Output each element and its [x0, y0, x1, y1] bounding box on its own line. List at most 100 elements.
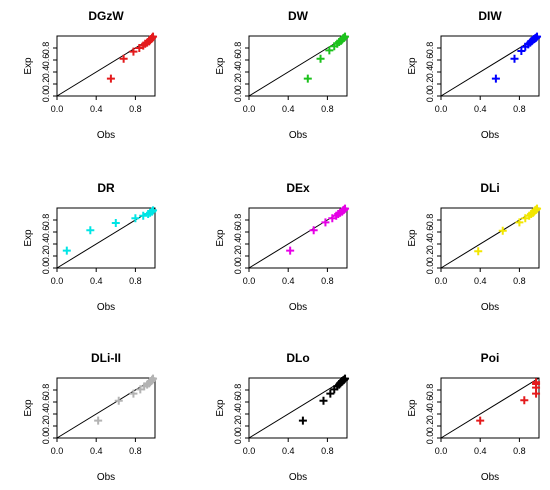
- reference-line: [56, 377, 156, 439]
- x-tick-label: 0.0: [435, 276, 448, 286]
- y-tick-label: 0.6: [233, 54, 243, 67]
- y-tick-label: 0.4: [233, 238, 243, 251]
- data-point: [491, 74, 500, 83]
- y-tick-label: 0.8: [41, 42, 51, 55]
- x-axis-label: Obs: [481, 472, 499, 483]
- x-tick-label: 0.4: [474, 276, 487, 286]
- data-point: [114, 396, 123, 405]
- x-tick-label: 0.0: [243, 276, 256, 286]
- data-point: [533, 32, 542, 41]
- y-tick-label: 0.2: [41, 78, 51, 91]
- y-axis-label: Exp: [407, 229, 418, 247]
- y-tick-label: 0.6: [41, 396, 51, 409]
- y-tick-label: 0.6: [233, 396, 243, 409]
- data-point: [86, 226, 95, 235]
- y-axis-label: Exp: [215, 229, 226, 247]
- y-tick-label: 0.8: [41, 214, 51, 227]
- y-tick-label: 0.6: [425, 226, 435, 239]
- plot-frame: [440, 35, 540, 97]
- data-point: [149, 32, 158, 41]
- y-tick-label: 0.2: [233, 420, 243, 433]
- x-tick-label: 0.4: [282, 446, 295, 456]
- y-tick-label: 0.0: [41, 432, 51, 445]
- panel-title: DLi: [480, 181, 499, 195]
- reference-line: [248, 35, 348, 97]
- x-tick-label: 0.0: [243, 104, 256, 114]
- y-axis-label: Exp: [407, 399, 418, 417]
- panel-title: DR: [97, 181, 115, 195]
- x-axis-label: Obs: [481, 130, 499, 141]
- x-tick-label: 0.4: [474, 104, 487, 114]
- data-point: [303, 74, 312, 83]
- data-point: [520, 396, 529, 405]
- x-tick-label: 0.8: [513, 276, 526, 286]
- data-point: [341, 32, 350, 41]
- data-point: [298, 416, 307, 425]
- x-tick-label: 0.4: [474, 446, 487, 456]
- x-tick-label: 0.0: [51, 276, 64, 286]
- data-point: [94, 416, 103, 425]
- panel-title: DGzW: [88, 9, 124, 23]
- x-axis-label: Obs: [289, 472, 307, 483]
- data-point: [341, 374, 350, 383]
- y-tick-label: 0.4: [425, 408, 435, 421]
- plot-frame: [56, 207, 156, 269]
- x-axis-label: Obs: [289, 130, 307, 141]
- panel-title: DIW: [478, 9, 502, 23]
- data-point: [319, 396, 328, 405]
- data-point: [149, 374, 158, 383]
- y-tick-label: 0.8: [425, 42, 435, 55]
- y-tick-label: 0.8: [233, 384, 243, 397]
- data-point: [111, 219, 120, 227]
- x-tick-label: 0.0: [51, 446, 64, 456]
- x-tick-label: 0.8: [129, 276, 142, 286]
- x-tick-label: 0.8: [129, 446, 142, 456]
- data-point: [476, 416, 485, 425]
- y-tick-label: 0.0: [425, 432, 435, 445]
- data-point: [341, 204, 350, 213]
- reference-line: [56, 207, 156, 269]
- data-point: [325, 46, 334, 55]
- data-point: [119, 54, 128, 63]
- y-tick-label: 0.0: [425, 90, 435, 103]
- y-tick-label: 0.0: [233, 90, 243, 103]
- y-tick-label: 0.4: [233, 66, 243, 79]
- panel-title: DLo: [286, 351, 309, 365]
- y-tick-label: 0.6: [233, 226, 243, 239]
- data-point: [62, 246, 71, 255]
- x-tick-label: 0.4: [90, 104, 103, 114]
- y-tick-label: 0.4: [41, 66, 51, 79]
- data-point: [309, 226, 318, 235]
- y-axis-label: Exp: [23, 229, 34, 247]
- y-tick-label: 0.8: [41, 384, 51, 397]
- data-point: [326, 389, 335, 398]
- data-point: [515, 218, 524, 227]
- x-tick-label: 0.8: [513, 104, 526, 114]
- y-tick-label: 0.2: [233, 78, 243, 91]
- y-tick-label: 0.2: [425, 250, 435, 263]
- data-point: [131, 214, 140, 223]
- data-point: [286, 246, 295, 255]
- y-tick-label: 0.2: [41, 420, 51, 433]
- reference-line: [440, 377, 540, 439]
- y-tick-label: 0.2: [425, 78, 435, 91]
- y-tick-label: 0.2: [41, 250, 51, 263]
- x-tick-label: 0.8: [321, 446, 334, 456]
- plot-frame: [248, 377, 348, 439]
- data-point: [533, 204, 542, 213]
- x-axis-label: Obs: [289, 302, 307, 313]
- x-tick-label: 0.8: [513, 446, 526, 456]
- data-point: [474, 247, 483, 256]
- y-tick-label: 0.8: [425, 384, 435, 397]
- y-tick-label: 0.0: [41, 262, 51, 275]
- data-point: [149, 206, 158, 215]
- panel-title: Poi: [481, 351, 500, 365]
- y-tick-label: 0.2: [425, 420, 435, 433]
- reference-line: [248, 377, 348, 439]
- plot-frame: [248, 35, 348, 97]
